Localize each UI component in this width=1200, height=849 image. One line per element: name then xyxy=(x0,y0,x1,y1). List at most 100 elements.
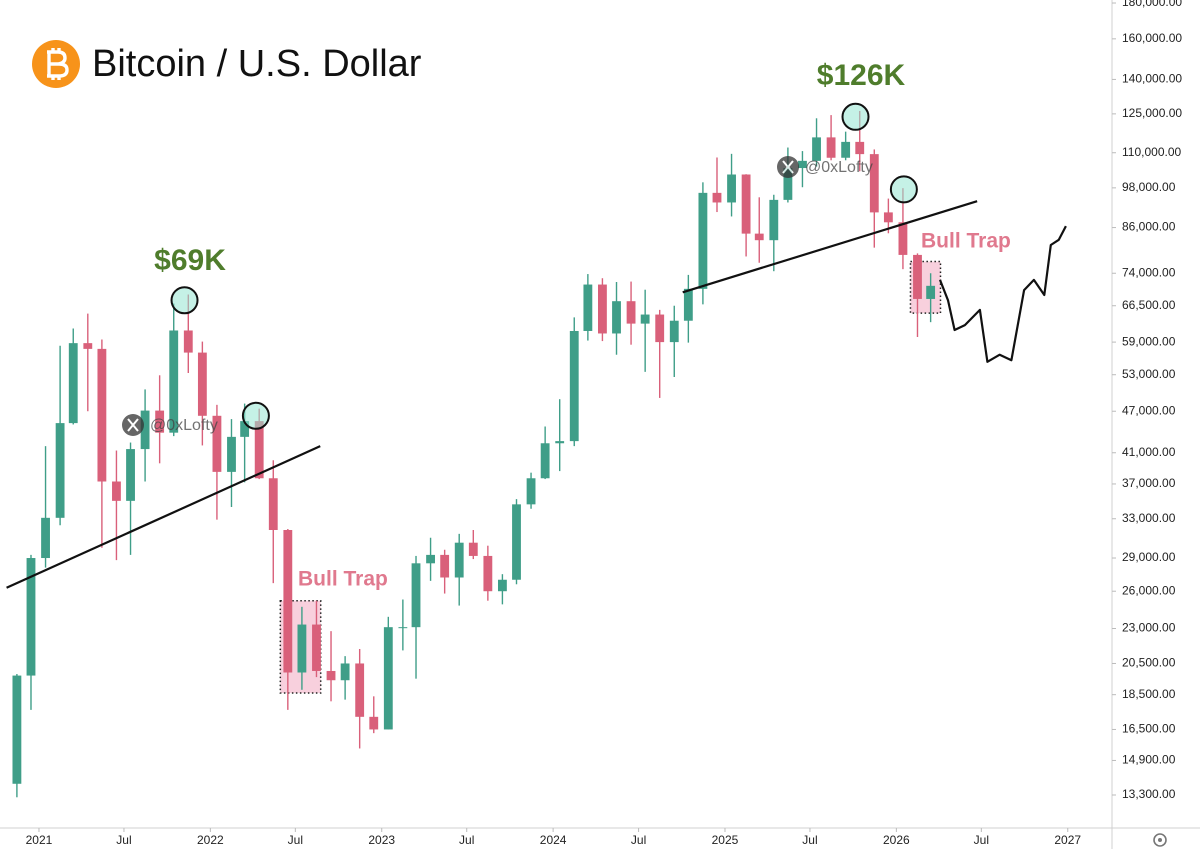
candle-body xyxy=(727,174,736,203)
candle-body xyxy=(512,504,521,580)
candle-body xyxy=(754,233,764,241)
x-tick-label: Jul xyxy=(459,833,474,847)
y-tick-label: 23,000.00 xyxy=(1122,621,1176,635)
candle-body xyxy=(454,542,464,578)
candle-body xyxy=(798,160,807,169)
settings-icon[interactable] xyxy=(1153,833,1167,847)
x-tick-label: 2025 xyxy=(712,833,739,847)
candle-body xyxy=(227,436,236,472)
candle-body xyxy=(540,443,550,479)
y-tick-label: 110,000.00 xyxy=(1122,145,1181,159)
candle-body xyxy=(612,301,621,334)
candle-body xyxy=(583,284,593,331)
candle-body xyxy=(440,554,450,578)
x-tick-label: Jul xyxy=(631,833,646,847)
candle-body xyxy=(169,330,179,433)
y-tick-label: 20,500.00 xyxy=(1122,656,1176,670)
candle-body xyxy=(383,627,393,730)
candle-body xyxy=(369,716,379,730)
candle-body xyxy=(197,352,207,416)
candle-body xyxy=(326,670,336,681)
candle-body xyxy=(283,530,293,673)
candle-body xyxy=(683,288,693,321)
candle-body xyxy=(841,141,851,158)
y-tick-label: 47,000.00 xyxy=(1122,403,1176,417)
candle-body xyxy=(555,441,565,444)
candle-body xyxy=(783,168,793,200)
candle-body xyxy=(483,555,493,592)
y-tick-label: 18,500.00 xyxy=(1122,687,1176,701)
watermark: @0xLofty xyxy=(777,156,873,178)
candle-body xyxy=(12,675,22,784)
x-tick-label: Jul xyxy=(288,833,303,847)
logo xyxy=(32,40,80,88)
x-tick-label: 2023 xyxy=(368,833,395,847)
candle-body xyxy=(355,663,365,717)
candle-body xyxy=(626,301,636,324)
candle-body xyxy=(340,663,350,681)
candle-body xyxy=(312,624,321,671)
candle-body xyxy=(669,320,679,343)
chart-title: Bitcoin / U.S. Dollar xyxy=(92,43,422,85)
watermark-text: @0xLofty xyxy=(150,417,218,434)
candle-body xyxy=(826,137,836,158)
y-tick-label: 66,500.00 xyxy=(1122,298,1176,312)
candle-body xyxy=(898,222,908,255)
candle-body xyxy=(268,478,278,531)
y-tick-label: 14,900.00 xyxy=(1122,753,1176,767)
watermark-text: @0xLofty xyxy=(805,159,873,176)
candle-body xyxy=(55,423,65,518)
y-tick-label: 29,000.00 xyxy=(1122,550,1176,564)
candle-body xyxy=(741,174,751,234)
candle-body xyxy=(497,579,507,592)
peak-label: $126K xyxy=(817,59,906,92)
peak-label: $69K xyxy=(154,244,226,277)
peak-highlight xyxy=(241,401,270,430)
projection-line xyxy=(938,225,1067,363)
candle-body xyxy=(68,343,78,424)
peak-highlight xyxy=(841,102,870,131)
bull-trap-label: Bull Trap xyxy=(298,568,388,591)
candle-body xyxy=(468,542,478,556)
candle-body xyxy=(769,199,779,241)
candle-body xyxy=(126,449,135,501)
y-tick-label: 41,000.00 xyxy=(1122,445,1176,459)
candle-body xyxy=(240,421,250,437)
candle-body xyxy=(398,627,408,629)
y-tick-label: 180,000.00 xyxy=(1122,0,1182,9)
y-tick-label: 53,000.00 xyxy=(1122,367,1176,381)
trendline xyxy=(682,200,978,294)
y-tick-label: 16,500.00 xyxy=(1122,722,1176,736)
candle-body xyxy=(598,284,607,334)
x-tick-label: 2021 xyxy=(26,833,53,847)
candle-body xyxy=(26,558,36,676)
candle-body xyxy=(913,254,922,299)
y-tick-label: 59,000.00 xyxy=(1122,334,1176,348)
y-tick-label: 26,000.00 xyxy=(1122,583,1176,597)
candle-body xyxy=(569,330,579,442)
x-tick-label: 2026 xyxy=(883,833,910,847)
y-tick-label: 37,000.00 xyxy=(1122,476,1176,490)
candle-body xyxy=(254,421,264,479)
candle-body xyxy=(83,343,93,349)
trendline xyxy=(6,445,321,589)
bull-trap-label: Bull Trap xyxy=(921,230,1011,253)
y-tick-label: 13,300.00 xyxy=(1122,787,1176,801)
candle-body xyxy=(183,330,193,353)
peak-highlight xyxy=(170,286,199,315)
x-tick-label: Jul xyxy=(974,833,989,847)
watermark: @0xLofty xyxy=(122,414,218,436)
candle-body xyxy=(297,624,307,673)
y-tick-label: 86,000.00 xyxy=(1122,220,1176,234)
candle-body xyxy=(526,478,536,505)
x-tick-label: Jul xyxy=(116,833,131,847)
candle-body xyxy=(869,154,879,213)
candle-body xyxy=(426,554,435,564)
y-tick-label: 33,000.00 xyxy=(1122,511,1176,525)
candle-body xyxy=(140,410,150,450)
candle-body xyxy=(655,314,665,343)
candle-body xyxy=(640,314,650,324)
y-tick-label: 98,000.00 xyxy=(1122,180,1176,194)
y-tick-label: 125,000.00 xyxy=(1122,106,1182,120)
